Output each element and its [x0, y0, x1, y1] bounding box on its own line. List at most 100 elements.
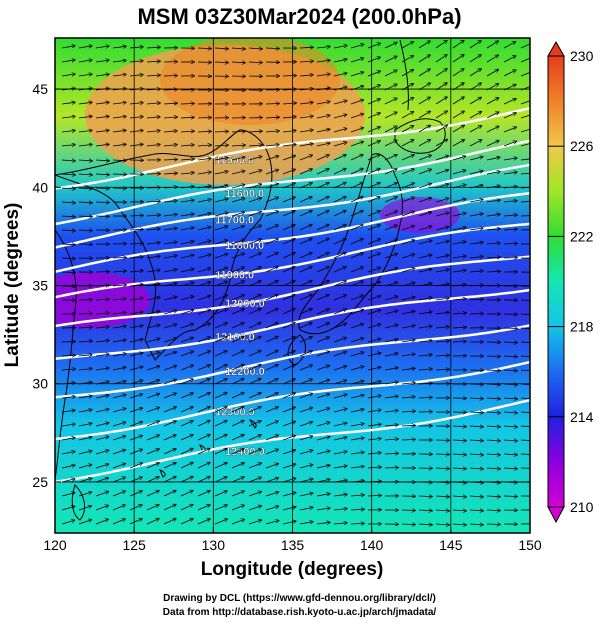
wind-arrow — [384, 225, 397, 231]
wind-arrow — [248, 520, 261, 525]
wind-arrow — [129, 61, 143, 62]
wind-arrow — [112, 257, 126, 258]
wind-arrow — [180, 407, 193, 413]
temperature-field: 11500.0 11600.0 11700.0 11800.0 11900.0 12000… — [55, 38, 530, 533]
wind-arrow — [333, 395, 347, 399]
wind-arrow — [401, 326, 415, 329]
wind-arrow — [384, 183, 397, 189]
wind-arrow — [384, 453, 398, 454]
wind-arrow — [129, 449, 142, 455]
wind-arrow — [401, 197, 414, 203]
wind-arrow — [452, 170, 466, 175]
wind-arrow — [452, 242, 466, 245]
wind-arrow — [520, 100, 530, 105]
y-tick-label: 35 — [32, 278, 48, 294]
wind-arrow — [197, 255, 211, 259]
wind-arrow — [95, 144, 109, 146]
wind-arrow — [163, 338, 176, 343]
wind-arrow — [248, 118, 262, 119]
x-tick-label: 150 — [518, 537, 542, 553]
wind-arrow — [112, 436, 125, 441]
wind-arrow — [61, 216, 75, 217]
wind-arrow — [469, 69, 481, 77]
contour-label: 11700.0 — [215, 214, 254, 226]
wind-arrow — [333, 183, 346, 189]
wind-arrow — [248, 421, 261, 427]
wind-arrow — [61, 202, 75, 203]
wind-arrow — [384, 169, 397, 175]
coastline-segment — [159, 469, 166, 478]
wind-arrow — [129, 477, 142, 483]
wind-arrow — [486, 426, 500, 427]
colorbar: 230 226 222 218 214 210 — [547, 40, 594, 524]
wind-arrow — [214, 365, 227, 371]
wind-arrow — [146, 284, 160, 287]
wind-arrow — [78, 506, 91, 511]
wind-arrow — [486, 229, 500, 230]
wind-arrow — [401, 268, 415, 273]
wind-arrow — [333, 197, 346, 203]
wind-arrow — [180, 435, 193, 441]
wind-arrow — [180, 338, 193, 343]
wind-arrow — [367, 211, 380, 217]
wind-arrow — [418, 83, 430, 91]
wind-arrow — [231, 157, 245, 161]
wind-arrow — [180, 310, 193, 315]
wind-arrow — [435, 125, 447, 133]
wind-arrow — [401, 140, 414, 147]
wind-arrow — [503, 42, 515, 49]
wind-arrow — [214, 309, 227, 315]
wind-arrow — [112, 477, 125, 483]
wind-arrow — [333, 59, 347, 63]
wind-arrow — [231, 407, 244, 413]
wind-arrow — [316, 47, 330, 49]
wind-arrow — [95, 313, 109, 314]
wind-arrow — [78, 465, 92, 469]
wind-arrow — [418, 496, 432, 497]
wind-arrow — [401, 425, 415, 426]
wind-arrow — [367, 410, 381, 413]
wind-arrow — [61, 244, 75, 245]
wind-arrow — [299, 365, 312, 371]
wind-arrow — [435, 298, 449, 300]
wind-arrow — [452, 342, 466, 343]
wind-arrow — [112, 130, 126, 132]
wind-arrow — [265, 281, 278, 287]
wind-arrow — [333, 281, 346, 287]
wind-arrow — [299, 253, 312, 259]
wind-arrow — [248, 212, 261, 217]
wind-arrow — [231, 491, 244, 497]
wind-arrow — [112, 299, 126, 300]
wind-arrow — [231, 463, 244, 469]
wind-arrow — [112, 340, 126, 343]
wind-arrow — [299, 47, 313, 48]
wind-arrow — [61, 160, 75, 161]
wind-arrow — [248, 145, 262, 146]
wind-arrow — [486, 524, 500, 525]
wind-arrow — [503, 113, 516, 119]
wind-arrow — [435, 227, 449, 231]
wind-arrow — [452, 140, 464, 147]
wind-arrow — [231, 145, 245, 146]
wind-vectors — [61, 41, 530, 525]
wind-arrow — [333, 142, 347, 147]
wind-arrow — [180, 283, 194, 287]
wind-arrow — [367, 438, 381, 440]
wind-arrow — [452, 69, 464, 77]
wind-arrow — [316, 239, 329, 245]
wind-arrow — [316, 267, 329, 273]
wind-arrow — [78, 437, 92, 441]
wind-arrow — [299, 436, 312, 441]
wind-arrow — [248, 281, 261, 287]
wind-arrow — [299, 309, 312, 315]
wind-arrow — [282, 144, 296, 146]
wind-arrow — [486, 271, 500, 272]
wind-arrow — [197, 282, 210, 287]
wind-arrow — [95, 354, 109, 356]
wind-arrow — [418, 111, 430, 119]
wind-arrow — [367, 467, 381, 468]
wind-arrow — [231, 295, 244, 301]
wind-arrow — [418, 397, 432, 398]
wind-arrow — [282, 76, 296, 77]
wind-arrow — [384, 353, 398, 357]
